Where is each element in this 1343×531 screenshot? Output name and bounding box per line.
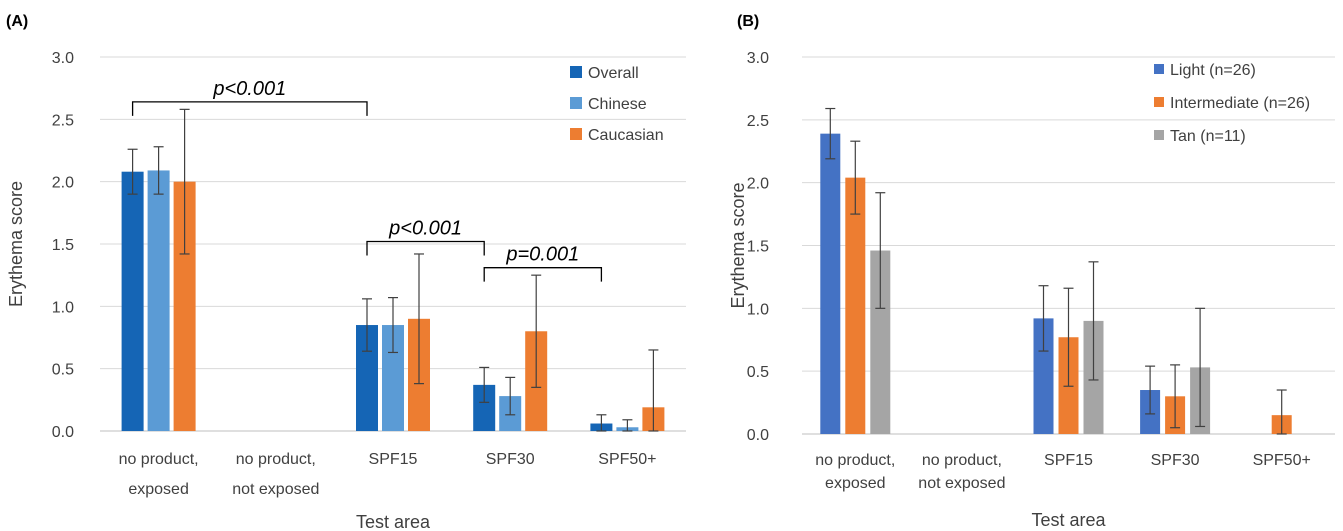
panel-label: (A) [6,13,28,30]
y-axis-title: Erythema score [6,181,26,307]
x-tick-label: no product, [815,452,895,469]
y-tick-label: 2.0 [747,176,769,193]
bar-light [820,133,841,434]
y-tick-label: 2.0 [52,175,74,192]
x-tick-label: exposed [825,475,886,492]
bar-overall [121,171,144,431]
y-tick-label: 0.0 [747,427,769,444]
x-tick-label: not exposed [232,481,319,498]
legend-swatch [570,97,582,109]
legend-swatch [570,66,582,78]
x-tick-label: SPF30 [1151,452,1200,469]
y-tick-label: 0.5 [747,364,769,381]
legend-label: Chinese [588,96,647,113]
legend-label: Tan (n=11) [1170,128,1246,145]
x-tick-label: exposed [128,481,189,498]
y-tick-label: 1.0 [52,299,74,316]
bar-caucasian [173,181,196,431]
y-axis-title: Erythema score [728,182,748,308]
x-axis-title: Test area [1031,510,1106,530]
legend-label: Caucasian [588,127,664,144]
legend-label: Light (n=26) [1170,62,1256,79]
significance-label: p<0.001 [212,78,286,100]
y-tick-label: 1.5 [747,239,769,256]
y-tick-label: 3.0 [52,50,74,67]
significance-bracket [483,267,603,282]
x-tick-label: no product, [922,452,1002,469]
y-tick-label: 1.5 [52,237,74,254]
x-tick-label: no product, [119,451,199,468]
x-tick-label: SPF50+ [598,451,656,468]
chart-panel-b: (B) 0.0 0.5 1.0 1.5 2.0 2.5 3.0 Erythema score no… [728,13,1335,530]
x-tick-label: SPF30 [486,451,535,468]
bar-intermediate [845,177,866,434]
chart-panel-a: (A) 0.0 0.5 1.0 1.5 2.0 2.5 3.0 Erythema score no… [6,13,686,531]
legend-label: Intermediate (n=26) [1170,95,1310,112]
y-tick-label: 2.5 [52,112,74,129]
legend-swatch [1154,64,1164,74]
y-tick-label: 0.0 [52,424,74,441]
bar-light [1033,318,1054,434]
significance-label: p<0.001 [388,218,462,240]
legend-swatch [570,128,582,140]
bar-chinese [147,170,170,432]
x-tick-label: not exposed [918,475,1005,492]
legend-swatch [1154,130,1164,140]
legend-swatch [1154,97,1164,107]
y-tick-label: 2.5 [747,113,769,130]
bar-chinese [382,325,404,431]
bar-overall [356,325,378,431]
x-tick-label: SPF50+ [1253,452,1311,469]
legend-label: Overall [588,65,639,82]
x-tick-label: SPF15 [1044,452,1093,469]
panel-label: (B) [737,13,759,30]
significance-bracket [366,240,485,256]
x-tick-label: SPF15 [369,451,418,468]
y-tick-label: 1.0 [747,301,769,318]
significance-label: p=0.001 [505,244,579,266]
y-tick-label: 0.5 [52,362,74,379]
bar-tan [870,250,891,434]
x-axis-title: Test area [356,512,431,531]
bar-overall [473,384,496,431]
significance-bracket [131,101,368,116]
y-tick-label: 3.0 [747,50,769,67]
x-tick-label: no product, [236,451,316,468]
